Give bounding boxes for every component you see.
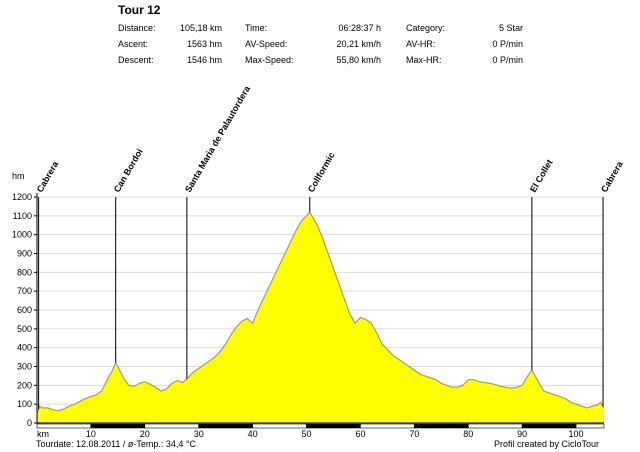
y-tick-label: 100 — [17, 399, 32, 409]
y-tick-label: 200 — [17, 380, 32, 390]
waypoint-label: El Collet — [528, 158, 555, 194]
x-axis-label: km — [37, 429, 49, 439]
km-bar-segment — [575, 423, 605, 429]
waypoint-label: Collformic — [306, 150, 337, 194]
y-tick-label: 300 — [17, 362, 32, 372]
stat-value: 06:28:37 h — [338, 23, 381, 33]
km-bar-segment — [414, 423, 469, 429]
stat-value: 20,21 km/h — [336, 39, 381, 49]
x-tick-label: 70 — [409, 429, 419, 439]
y-tick-label: 500 — [17, 324, 32, 334]
km-bar-segment — [90, 423, 146, 429]
y-tick-label: 600 — [17, 305, 32, 315]
x-tick-label: 20 — [140, 429, 150, 439]
stat-value: 55,80 km/h — [336, 55, 381, 65]
tour-date: Tourdate: 12.08.2011 / ø-Temp.: 34,4 °C — [36, 439, 197, 449]
stat-label: Ascent: — [118, 39, 149, 49]
km-bar-segment — [467, 423, 523, 429]
x-tick-label: 100 — [569, 429, 584, 439]
y-tick-label: 900 — [17, 249, 32, 259]
km-bar-segment — [36, 423, 92, 429]
stat-label: Time: — [245, 23, 268, 33]
waypoint-label: Can Bordoi — [112, 147, 145, 194]
km-bar-segment — [306, 423, 361, 429]
km-bar-segment — [198, 423, 253, 429]
stat-label: Max-HR: — [406, 55, 442, 65]
waypoint-label: Cabrera — [35, 159, 61, 194]
stat-value: 105,18 km — [179, 23, 222, 33]
km-bar-segment — [252, 423, 307, 429]
y-tick-label: 800 — [17, 267, 32, 277]
stat-value: 0 P/min — [492, 55, 523, 65]
stat-label: AV-HR: — [406, 39, 436, 49]
elevation-area — [37, 212, 604, 423]
stat-label: AV-Speed: — [245, 39, 288, 49]
stat-value: 0 P/min — [492, 39, 523, 49]
y-tick-label: 400 — [17, 343, 32, 353]
profile-credit: Profil created by CicloTour — [494, 439, 600, 449]
stat-label: Max-Speed: — [245, 55, 294, 65]
km-bar-segment — [360, 423, 415, 429]
x-tick-label: 90 — [517, 429, 527, 439]
stat-value: 1546 hm — [186, 55, 222, 65]
waypoint-label: Santa Maria de Palautordera — [183, 83, 253, 194]
stat-label: Descent: — [118, 55, 154, 65]
y-tick-label: 1100 — [13, 211, 32, 221]
y-tick-label: 700 — [17, 286, 32, 296]
km-bar-segment — [521, 423, 577, 429]
x-tick-label: 30 — [194, 429, 204, 439]
waypoint-label: Cabrera — [599, 159, 625, 194]
y-tick-label: 1200 — [12, 192, 32, 202]
y-tick-label: 1000 — [12, 230, 32, 240]
x-tick-label: 40 — [248, 429, 258, 439]
x-tick-label: 60 — [355, 429, 365, 439]
x-tick-label: 50 — [302, 429, 312, 439]
x-tick-label: 80 — [463, 429, 473, 439]
stat-value: 1563 hm — [186, 39, 222, 49]
elevation-line — [36, 211, 605, 414]
km-bar-segment — [144, 423, 200, 429]
stat-label: Distance: — [118, 23, 156, 33]
y-tick-label: 0 — [27, 418, 32, 428]
x-tick-label: 10 — [86, 429, 96, 439]
y-axis-label: hm — [12, 171, 25, 181]
stat-value: 5 Star — [498, 23, 523, 33]
stat-label: Category: — [406, 23, 446, 33]
tour-title: Tour 12 — [118, 3, 161, 17]
